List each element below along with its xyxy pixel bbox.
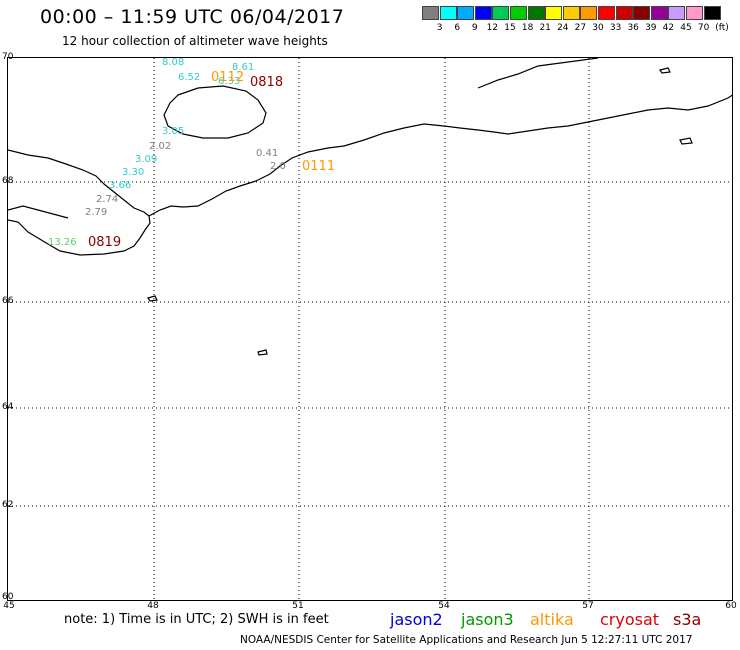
- graticule: [8, 58, 732, 600]
- color-scale-label: 36: [627, 23, 639, 33]
- map-panel: [7, 57, 733, 601]
- color-scale-label: 70: [697, 23, 710, 33]
- southwest-coast: [8, 205, 69, 219]
- color-scale-swatch: [457, 6, 475, 20]
- swh-observation: 8.08: [162, 57, 185, 68]
- swh-observation: 2.02: [149, 141, 172, 152]
- pass-time-label: 0111: [302, 159, 336, 174]
- chart-subtitle: 12 hour collection of altimeter wave hei…: [62, 34, 328, 48]
- coastlines: [8, 58, 732, 356]
- satellite-legend-jason2: jason2: [390, 610, 443, 629]
- swh-observation: 13.26: [48, 237, 77, 248]
- credit-line: NOAA/NESDIS Center for Satellite Applica…: [240, 634, 693, 646]
- pass-time-label: 0819: [88, 235, 122, 250]
- lat-label-62: 62: [2, 500, 14, 510]
- color-scale-swatch: [633, 6, 651, 20]
- islet-66n-48e: [147, 295, 158, 302]
- color-scale-swatch: [668, 6, 686, 20]
- lat-label-66: 66: [2, 296, 14, 306]
- color-scale-label: 18: [521, 23, 534, 33]
- swh-observation: 6.33: [218, 76, 241, 87]
- color-scale-label: 30: [592, 23, 604, 33]
- color-scale-label: 42: [662, 23, 675, 33]
- swh-observation: 2.0: [270, 161, 286, 172]
- lon-label-57: 57: [582, 601, 594, 611]
- color-scale-swatch: [439, 6, 457, 20]
- color-scale-label: 39: [645, 23, 657, 33]
- swh-observation: 2.79: [85, 207, 108, 218]
- islet-east: [679, 137, 693, 145]
- color-scale-legend: (ft) 3 6 9 12 15 18 21 24 27 30 33 36 39 42 45 70: [422, 6, 732, 38]
- swh-observation: 3.66: [109, 180, 132, 191]
- color-scale-swatch: [510, 6, 527, 20]
- color-scale-label: 6: [454, 23, 461, 33]
- swh-observation: 2.74: [96, 194, 119, 205]
- lat-label-60: 60: [2, 592, 14, 602]
- satellite-legend-jason3: jason3: [461, 610, 514, 629]
- map-canvas: [8, 58, 732, 600]
- chart-title: 00:00 – 11:59 UTC 06/04/2017: [40, 6, 345, 28]
- pass-time-label: 0112: [211, 70, 245, 85]
- footer-note: note: 1) Time is in UTC; 2) SWH is in fe…: [64, 612, 329, 627]
- scale-unit-label: (ft): [715, 23, 729, 33]
- lon-label-48: 48: [147, 601, 159, 611]
- color-scale-swatch: [545, 6, 563, 20]
- satellite-legend-cryosat: cryosat: [600, 610, 660, 629]
- satellite-legend-altika: altika: [530, 610, 574, 629]
- islet-northeast: [659, 67, 671, 74]
- color-scale-swatch: [598, 6, 615, 20]
- color-scale-label: 9: [471, 23, 478, 33]
- color-scale-swatch: [562, 6, 580, 20]
- mainland-coast-east: [148, 94, 732, 217]
- swh-observation: 8.61: [232, 62, 255, 73]
- color-scale-swatch: [474, 6, 492, 20]
- northeast-coast: [477, 58, 599, 89]
- swh-observation: 6.52: [178, 72, 201, 83]
- color-scale-swatch: [492, 6, 510, 20]
- color-scale-label: 33: [609, 23, 622, 33]
- lon-label-45: 45: [3, 601, 15, 611]
- islet-65n-49e: [257, 349, 268, 356]
- color-scale-swatch: [615, 6, 633, 20]
- swh-observation: 0.41: [256, 148, 279, 159]
- color-scale-swatch: [650, 6, 668, 20]
- color-scale-swatch: [422, 6, 439, 20]
- color-scale-swatch: [527, 6, 545, 20]
- lat-label-70: 70: [2, 52, 14, 62]
- color-scale-swatch: [703, 6, 721, 20]
- color-scale-label: 27: [574, 23, 587, 33]
- color-scale-label: 45: [680, 23, 692, 33]
- color-scale-swatch: [580, 6, 598, 20]
- color-scale-swatch: [686, 6, 703, 20]
- swh-observation: 3.30: [122, 167, 145, 178]
- kolguev-island-coast: [163, 85, 267, 139]
- lon-label-51: 51: [292, 601, 304, 611]
- pass-time-label: 0818: [250, 75, 284, 90]
- color-scale-label: 12: [486, 23, 499, 33]
- swh-observation: 3.05: [162, 126, 185, 137]
- satellite-legend-s3a: s3a: [673, 610, 702, 629]
- color-scale-label: 15: [504, 23, 516, 33]
- mainland-coast-west: [8, 149, 151, 256]
- lon-label-60: 60: [725, 601, 737, 611]
- color-scale-label: 3: [436, 23, 443, 33]
- lon-label-54: 54: [438, 601, 450, 611]
- lat-label-68: 68: [2, 176, 14, 186]
- color-scale-label: 21: [539, 23, 551, 33]
- lat-label-64: 64: [2, 402, 14, 412]
- color-scale-label: 24: [557, 23, 569, 33]
- swh-observation: 3.09: [135, 154, 158, 165]
